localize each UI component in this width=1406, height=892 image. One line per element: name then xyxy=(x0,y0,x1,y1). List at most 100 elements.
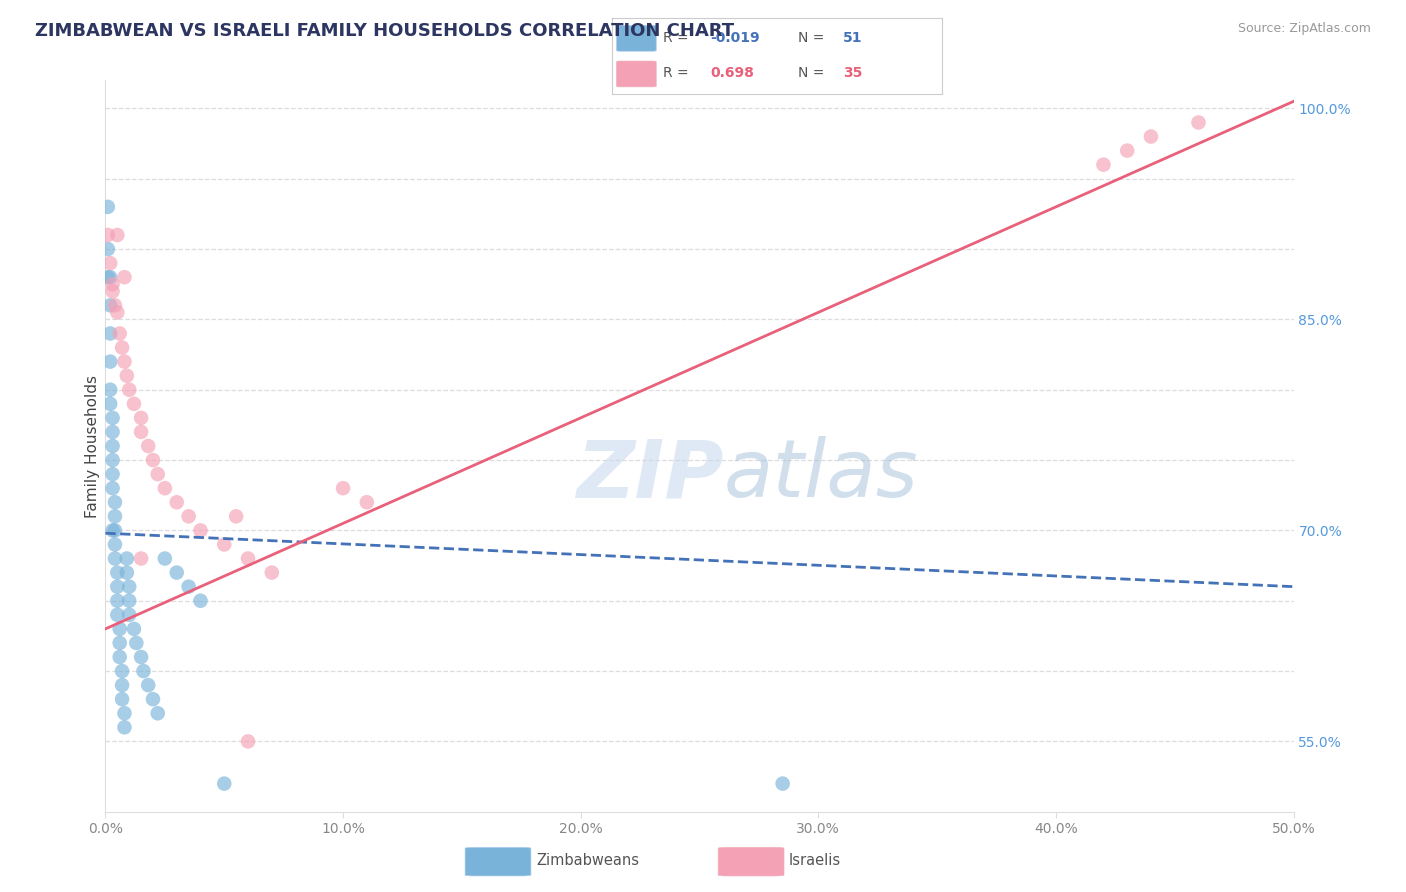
Text: Source: ZipAtlas.com: Source: ZipAtlas.com xyxy=(1237,22,1371,36)
Point xyxy=(98,383,121,397)
Point xyxy=(115,368,138,383)
Point xyxy=(129,410,152,425)
Point xyxy=(105,607,128,622)
Point xyxy=(129,551,152,566)
Point xyxy=(101,439,124,453)
Point xyxy=(136,439,159,453)
Point xyxy=(177,509,200,524)
Point xyxy=(236,734,259,748)
Point xyxy=(101,277,124,292)
FancyBboxPatch shape xyxy=(465,847,531,876)
FancyBboxPatch shape xyxy=(617,26,657,51)
Point xyxy=(105,566,128,580)
Point xyxy=(98,298,121,312)
Point xyxy=(97,242,120,256)
Point xyxy=(111,341,134,355)
Y-axis label: Family Households: Family Households xyxy=(84,375,100,517)
Point xyxy=(166,566,188,580)
Point xyxy=(101,425,124,439)
Point xyxy=(101,285,124,299)
Point xyxy=(146,706,169,721)
Point xyxy=(177,580,200,594)
Point xyxy=(118,383,141,397)
Text: 35: 35 xyxy=(844,66,862,80)
Text: 51: 51 xyxy=(844,31,862,45)
Point xyxy=(166,495,188,509)
Point xyxy=(115,551,138,566)
Point xyxy=(190,524,212,538)
Point xyxy=(1140,129,1163,144)
Point xyxy=(108,326,131,341)
Point xyxy=(114,720,136,734)
Point xyxy=(236,551,259,566)
Point xyxy=(356,495,378,509)
FancyBboxPatch shape xyxy=(718,847,785,876)
Point xyxy=(118,580,141,594)
Point xyxy=(125,636,148,650)
Point xyxy=(118,593,141,607)
Point xyxy=(332,481,354,495)
Point xyxy=(132,664,155,678)
Point xyxy=(101,410,124,425)
Point xyxy=(122,622,145,636)
Point xyxy=(108,650,131,665)
Point xyxy=(101,467,124,482)
Point xyxy=(101,453,124,467)
Point xyxy=(98,270,121,285)
Point xyxy=(111,692,134,706)
Text: -0.019: -0.019 xyxy=(710,31,761,45)
Point xyxy=(101,481,124,495)
Point xyxy=(142,453,165,467)
Point xyxy=(122,397,145,411)
Point xyxy=(111,664,134,678)
Text: Zimbabweans: Zimbabweans xyxy=(536,854,638,868)
Point xyxy=(97,200,120,214)
Point xyxy=(108,622,131,636)
Point xyxy=(153,481,176,495)
Text: Israelis: Israelis xyxy=(789,854,841,868)
Point xyxy=(146,467,169,482)
Point xyxy=(1092,158,1115,172)
Text: ZIP: ZIP xyxy=(576,436,723,515)
Text: 0.698: 0.698 xyxy=(710,66,755,80)
Point xyxy=(129,425,152,439)
Point xyxy=(260,566,283,580)
Point xyxy=(104,495,127,509)
Point xyxy=(98,354,121,368)
Point xyxy=(214,537,236,551)
Point xyxy=(118,607,141,622)
Point xyxy=(225,509,247,524)
Point xyxy=(97,227,120,242)
Point xyxy=(1116,144,1139,158)
Text: N =: N = xyxy=(799,31,830,45)
Point xyxy=(105,580,128,594)
Point xyxy=(114,706,136,721)
Point xyxy=(108,636,131,650)
Point xyxy=(104,551,127,566)
Point xyxy=(105,227,128,242)
Point xyxy=(214,776,236,790)
Point xyxy=(1187,115,1209,129)
Text: R =: R = xyxy=(662,31,693,45)
Text: atlas: atlas xyxy=(723,436,918,515)
Point xyxy=(111,678,134,692)
Point xyxy=(98,326,121,341)
Point xyxy=(114,270,136,285)
Text: R =: R = xyxy=(662,66,693,80)
Point xyxy=(153,551,176,566)
Point xyxy=(136,678,159,692)
Point xyxy=(142,692,165,706)
Point xyxy=(772,776,794,790)
Point xyxy=(129,650,152,665)
FancyBboxPatch shape xyxy=(617,61,657,87)
Text: ZIMBABWEAN VS ISRAELI FAMILY HOUSEHOLDS CORRELATION CHART: ZIMBABWEAN VS ISRAELI FAMILY HOUSEHOLDS … xyxy=(35,22,734,40)
Point xyxy=(104,509,127,524)
Point xyxy=(105,593,128,607)
Point xyxy=(97,270,120,285)
Point xyxy=(104,298,127,312)
Point xyxy=(114,354,136,368)
Point xyxy=(98,397,121,411)
Text: N =: N = xyxy=(799,66,830,80)
Point xyxy=(105,305,128,319)
Point xyxy=(104,537,127,551)
